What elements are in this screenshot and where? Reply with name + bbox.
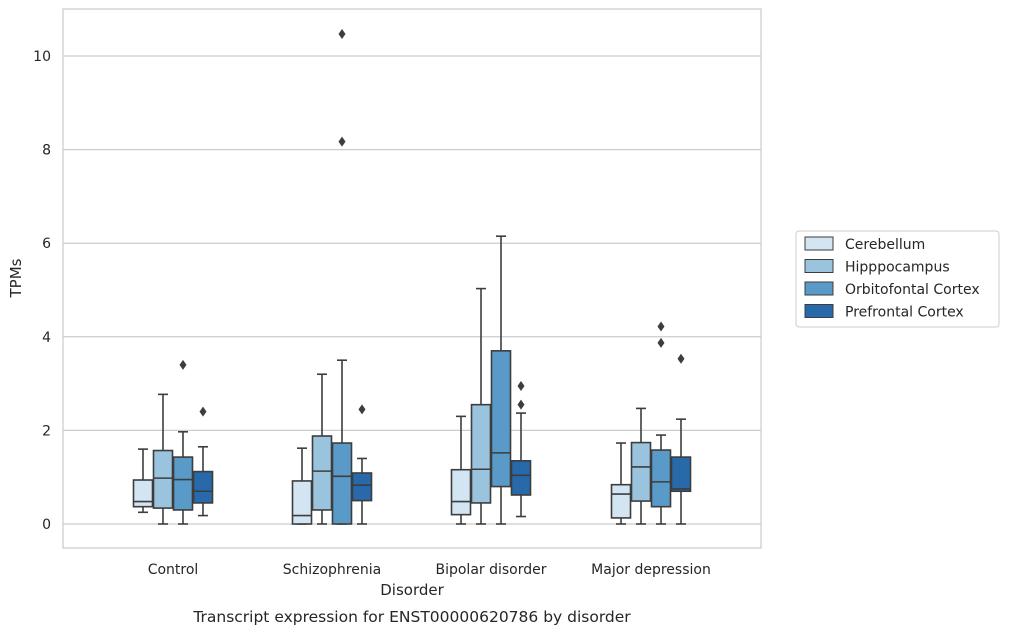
y-tick-label: 0 xyxy=(42,517,51,533)
box-2-2 xyxy=(490,235,512,525)
box-3-0 xyxy=(192,406,214,517)
legend-swatch xyxy=(804,236,834,251)
legend: Cerebellum Hipppocampus Orbitofontal Corte… xyxy=(795,230,1000,328)
box-iqr xyxy=(172,456,194,511)
y-axis-label: TPMs xyxy=(7,258,25,298)
box-0-2 xyxy=(450,415,472,525)
box-iqr xyxy=(351,472,373,502)
outlier-point xyxy=(657,337,665,348)
outlier-point xyxy=(517,399,525,410)
outlier-point xyxy=(199,406,207,417)
legend-item: Prefrontal Cortex xyxy=(804,304,964,321)
chart-caption: Transcript expression for ENST0000062078… xyxy=(192,608,631,626)
plot-frame xyxy=(62,8,762,549)
outlier-point xyxy=(338,29,346,40)
y-tick-label: 8 xyxy=(42,143,51,159)
x-tick-labels: Control Schizophrenia Bipolar disorder Majo… xyxy=(148,562,711,578)
y-tick-label: 10 xyxy=(33,49,51,65)
x-tick-label: Bipolar disorder xyxy=(435,562,546,578)
box-iqr xyxy=(490,350,512,488)
box-0-0 xyxy=(132,448,154,514)
legend-frame xyxy=(795,230,1000,328)
legend-label: Prefrontal Cortex xyxy=(845,305,964,321)
legend-swatch xyxy=(804,304,834,318)
box-iqr xyxy=(331,442,353,525)
box-iqr xyxy=(610,483,632,519)
outlier-point xyxy=(657,321,665,332)
legend-swatch xyxy=(804,281,834,296)
box-iqr xyxy=(650,449,672,508)
box-iqr xyxy=(132,479,154,508)
box-0-3 xyxy=(610,442,632,525)
box-iqr xyxy=(450,468,472,516)
x-axis-label: Disorder xyxy=(380,581,444,599)
box-1-3 xyxy=(630,407,652,525)
legend-label: Hipppocampus xyxy=(845,260,950,276)
y-tick-labels: 0 2 4 6 8 10 xyxy=(33,49,51,533)
box-iqr xyxy=(670,456,692,493)
box-3-1 xyxy=(351,404,373,525)
boxes xyxy=(132,29,692,525)
box-2-3 xyxy=(650,321,672,525)
legend-label: Cerebellum xyxy=(845,237,925,253)
outlier-point xyxy=(517,380,525,391)
x-tick-label: Major depression xyxy=(591,562,711,578)
legend-item: Orbitofontal Cortex xyxy=(804,281,980,298)
legend-item: Cerebellum xyxy=(804,236,925,253)
y-tick-label: 6 xyxy=(42,236,51,252)
box-iqr xyxy=(470,403,492,504)
box-iqr xyxy=(192,470,214,504)
outlier-point xyxy=(677,353,685,364)
box-iqr xyxy=(311,435,333,511)
box-iqr xyxy=(510,460,532,496)
legend-item: Hipppocampus xyxy=(804,259,950,276)
box-1-2 xyxy=(470,287,492,525)
box-iqr xyxy=(630,441,652,502)
box-1-0 xyxy=(152,393,174,525)
box-iqr xyxy=(291,480,313,525)
box-0-1 xyxy=(291,447,313,525)
outlier-point xyxy=(338,136,346,147)
y-tick-label: 4 xyxy=(42,330,51,346)
y-tick-label: 2 xyxy=(42,423,51,439)
box-iqr xyxy=(152,449,174,509)
box-1-1 xyxy=(311,373,333,525)
x-tick-label: Schizophrenia xyxy=(283,562,381,578)
x-tick-label: Control xyxy=(148,562,199,578)
outlier-point xyxy=(358,404,366,415)
legend-label: Orbitofontal Cortex xyxy=(845,282,980,298)
box-3-3 xyxy=(670,353,692,525)
box-2-1 xyxy=(331,29,353,525)
legend-swatch xyxy=(804,259,834,273)
box-2-0 xyxy=(172,359,194,525)
outlier-point xyxy=(179,359,187,370)
box-3-2 xyxy=(510,380,532,518)
